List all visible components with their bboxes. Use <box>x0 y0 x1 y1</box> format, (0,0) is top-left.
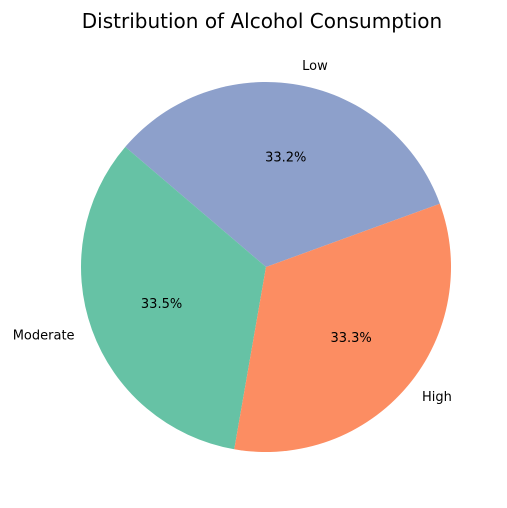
slice-high <box>234 203 451 452</box>
pct-label-high: 33.3% <box>330 331 371 346</box>
slice-low <box>125 81 440 267</box>
slice-label-high: High <box>422 390 452 405</box>
pct-label-low: 33.2% <box>265 150 306 165</box>
slice-moderate <box>81 146 266 450</box>
pie-labels: Low 33.2% Moderate 33.5% High 33.3% <box>13 59 452 405</box>
chart-title: Distribution of Alcohol Consumption <box>82 9 442 33</box>
pie-slices <box>81 81 451 452</box>
slice-label-moderate: Moderate <box>13 329 75 344</box>
pct-label-moderate: 33.5% <box>141 297 182 312</box>
slice-label-low: Low <box>302 59 328 74</box>
